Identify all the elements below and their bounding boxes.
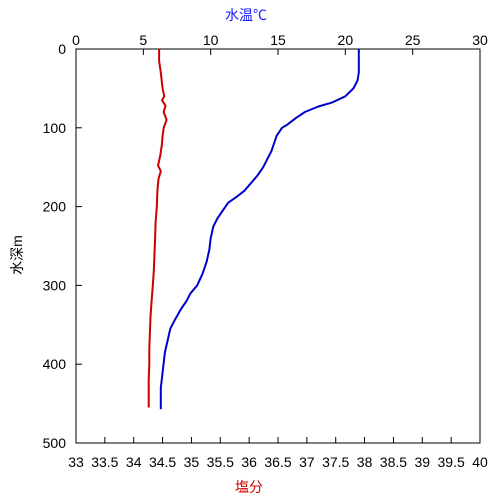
bottom-axis-tick-label: 35.5: [207, 454, 234, 470]
top-axis-tick-label: 5: [139, 32, 147, 48]
bottom-axis-tick-label: 38: [357, 454, 373, 470]
tick-layer: 0 5 10 15 20 25 30 33 33.5 34 34.5 35 35.5 36 36.5 37 37…: [43, 32, 488, 470]
y-axis-tick-label: 300: [43, 277, 67, 293]
bottom-axis-tick-label: 38.5: [380, 454, 407, 470]
top-axis-tick-label: 20: [338, 32, 354, 48]
top-axis-tick-label: 0: [72, 32, 80, 48]
y-axis-tick-label: 400: [43, 356, 67, 372]
y-axis-tick-label: 0: [58, 41, 66, 57]
bottom-axis-tick-label: 36: [241, 454, 257, 470]
water-temperature-line: [159, 49, 360, 410]
top-axis-tick-label: 25: [405, 32, 421, 48]
bottom-axis-tick-label: 37: [299, 454, 315, 470]
y-axis-title: 水深m: [9, 235, 25, 275]
series-layer: [147, 49, 360, 410]
bottom-axis-tick-label: 34.5: [149, 454, 176, 470]
bottom-axis-tick-label: 35: [184, 454, 200, 470]
top-axis-tick-label: 30: [472, 32, 488, 48]
top-axis-tick-label: 10: [203, 32, 219, 48]
salinity-line: [147, 49, 168, 408]
bottom-axis-tick-label: 39: [414, 454, 430, 470]
bottom-axis-tick-label: 40: [472, 454, 488, 470]
plot-area-frame: [75, 48, 481, 444]
bottom-axis-title: 塩分: [235, 479, 263, 495]
bottom-axis-tick-label: 33: [68, 454, 84, 470]
bottom-axis-tick-label: 33.5: [91, 454, 118, 470]
y-axis-tick-label: 100: [43, 120, 67, 136]
bottom-axis-tick-label: 39.5: [438, 454, 465, 470]
bottom-axis-tick-label: 34: [126, 454, 142, 470]
top-axis-title: 水温℃: [225, 7, 267, 23]
top-axis-tick-label: 15: [270, 32, 286, 48]
bottom-axis-tick-label: 37.5: [322, 454, 349, 470]
y-axis-tick-label: 500: [43, 435, 67, 451]
y-axis-tick-label: 200: [43, 199, 67, 215]
bottom-axis-tick-label: 36.5: [264, 454, 291, 470]
